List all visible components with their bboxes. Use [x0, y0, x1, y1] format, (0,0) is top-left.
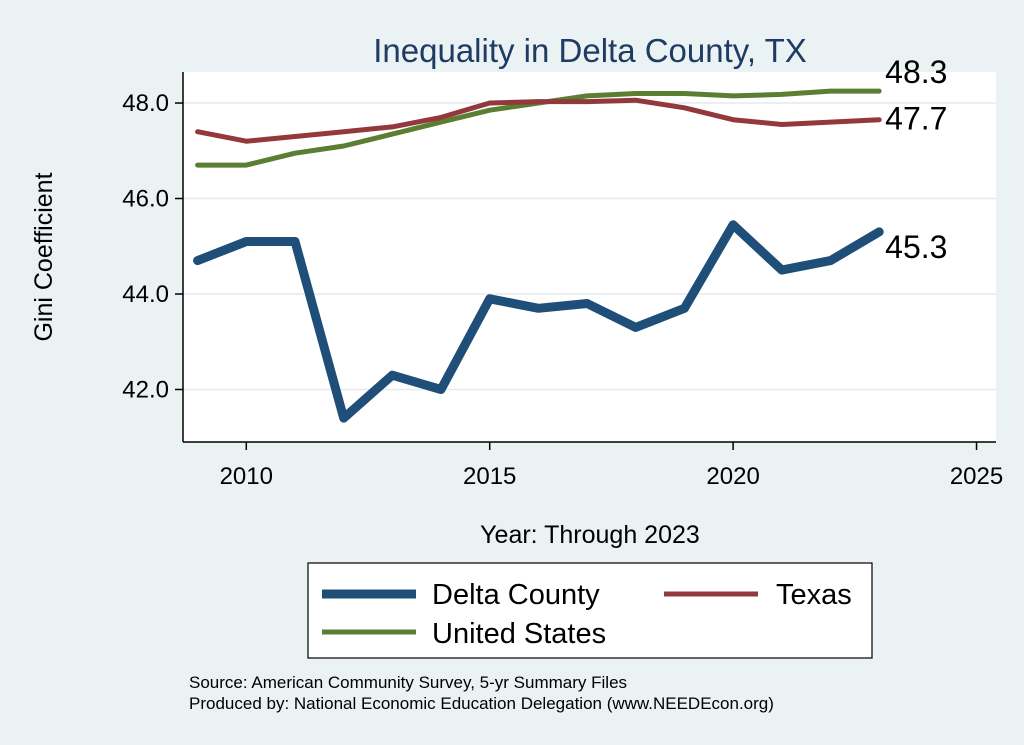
y-tick-label: 44.0 [122, 281, 169, 308]
legend-label-delta-county: Delta County [432, 579, 600, 611]
source-note: Source: American Community Survey, 5-yr … [189, 673, 627, 692]
end-label-delta-county: 45.3 [885, 229, 947, 265]
series-line-delta-county [193, 220, 884, 423]
legend-box [307, 562, 873, 659]
x-axis-label: Year: Through 2023 [480, 521, 700, 549]
ticks: 42.0 44.0 46.0 48.0 2010 2015 2020 2025 [122, 90, 1003, 490]
legend-label-texas: Texas [776, 579, 852, 611]
plot-area [183, 72, 996, 442]
series-line-texas [195, 97, 882, 144]
end-label-united-states: 48.3 [885, 54, 947, 90]
y-tick-label: 42.0 [122, 376, 169, 403]
series-lines [193, 88, 884, 423]
y-tick-label: 48.0 [122, 90, 169, 117]
x-tick-label: 2015 [463, 463, 516, 490]
end-labels: 45.3 47.7 48.3 [885, 54, 947, 265]
produced-by-note: Produced by: National Economic Education… [189, 694, 774, 713]
y-tick-label: 46.0 [122, 186, 169, 213]
y-axis-label: Gini Coefficient [30, 172, 58, 341]
x-tick-label: 2010 [220, 463, 273, 490]
chart-title: Inequality in Delta County, TX [373, 32, 807, 69]
legend: Delta County Texas United States [307, 562, 873, 659]
x-tick-label: 2025 [950, 463, 1003, 490]
legend-label-united-states: United States [432, 618, 606, 650]
x-tick-label: 2020 [706, 463, 759, 490]
end-label-texas: 47.7 [885, 101, 947, 137]
